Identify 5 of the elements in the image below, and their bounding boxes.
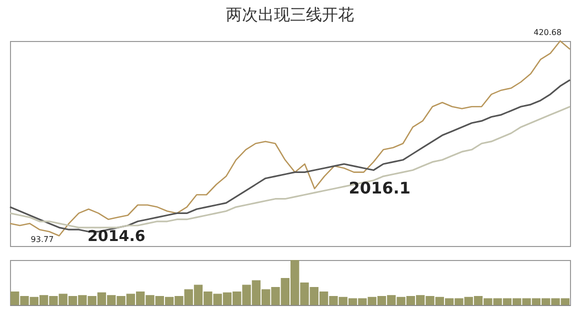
text: 420.68	[534, 28, 562, 37]
annotation: 2014.6	[87, 227, 146, 245]
annotation: 2016.1	[348, 178, 410, 198]
annotation: 93.77	[30, 234, 54, 244]
chart-title: 两次出现三线开花	[226, 5, 354, 24]
